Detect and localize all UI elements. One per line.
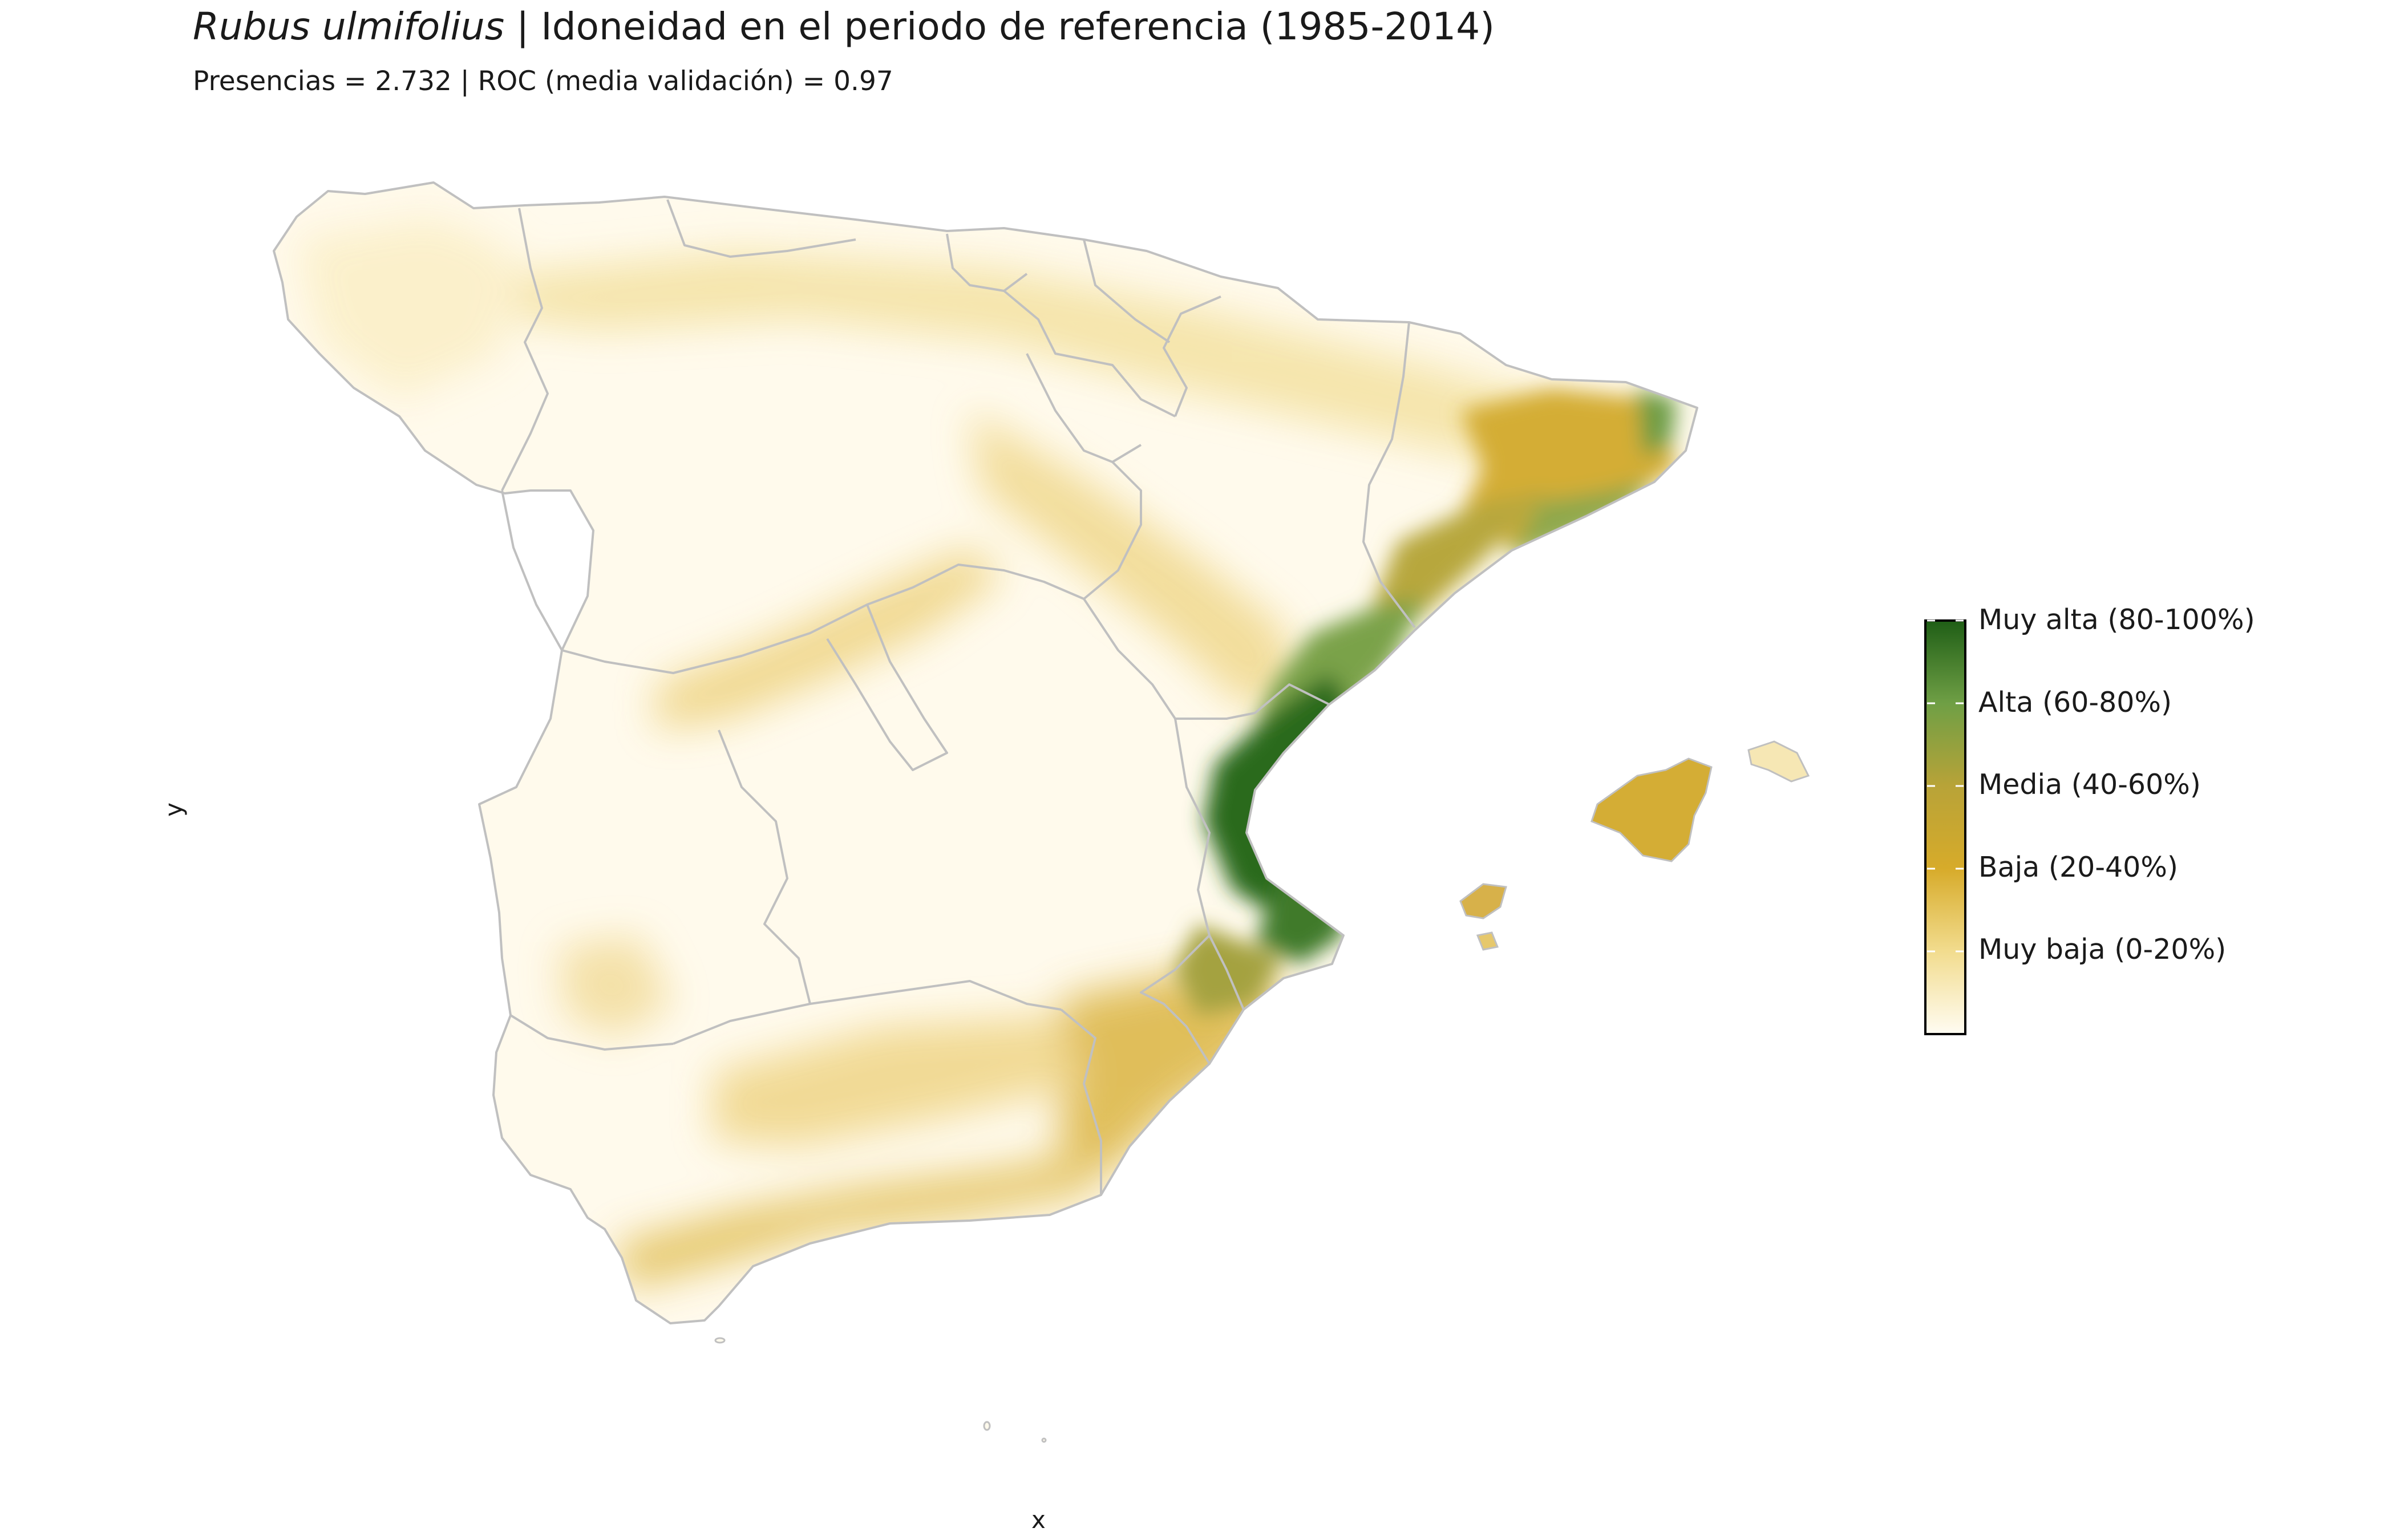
legend-label-very-high: Muy alta (80-100%) xyxy=(1978,603,2255,636)
map-title: Rubus ulmifolius | Idoneidad en el perio… xyxy=(193,5,1495,48)
mallorca xyxy=(1590,757,1713,862)
ibiza xyxy=(1459,883,1507,919)
legend-label-very-low: Muy baja (0-20%) xyxy=(1978,933,2227,966)
admin-borders xyxy=(273,181,1698,1324)
iberian-peninsula xyxy=(274,183,1697,1323)
title-rest: | Idoneidad en el periodo de referencia … xyxy=(504,5,1495,48)
balearic-islands xyxy=(1459,740,1810,951)
formentera xyxy=(1476,931,1499,951)
x-axis-label: x xyxy=(1031,1506,1046,1534)
y-axis-label: y xyxy=(159,803,188,817)
small-islets xyxy=(714,1337,1047,1443)
species-name: Rubus ulmifolius xyxy=(193,5,505,48)
legend-label-medium: Media (40-60%) xyxy=(1978,768,2201,801)
menorca xyxy=(1747,740,1810,783)
legend-colorbar xyxy=(1924,619,1966,1035)
legend-label-low: Baja (20-40%) xyxy=(1978,851,2179,884)
map-subtitle: Presencias = 2.732 | ROC (media validaci… xyxy=(193,66,893,97)
legend-label-high: Alta (60-80%) xyxy=(1978,686,2172,719)
